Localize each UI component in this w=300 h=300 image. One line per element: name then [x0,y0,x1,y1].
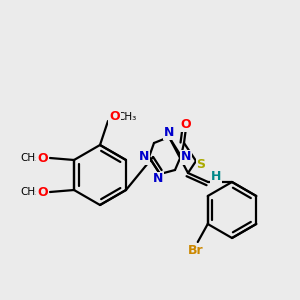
Text: CH₃: CH₃ [21,187,40,197]
Text: N: N [153,172,163,185]
Text: O: O [38,152,48,164]
Text: CH₃: CH₃ [117,112,136,122]
Text: O: O [109,110,120,124]
Text: Br: Br [188,244,204,256]
Text: N: N [164,125,174,139]
Text: O: O [38,185,48,199]
Text: O: O [181,118,191,130]
Text: CH₃: CH₃ [21,153,40,163]
Text: H: H [211,169,221,182]
Text: S: S [196,158,206,170]
Text: N: N [139,151,149,164]
Text: N: N [181,151,191,164]
